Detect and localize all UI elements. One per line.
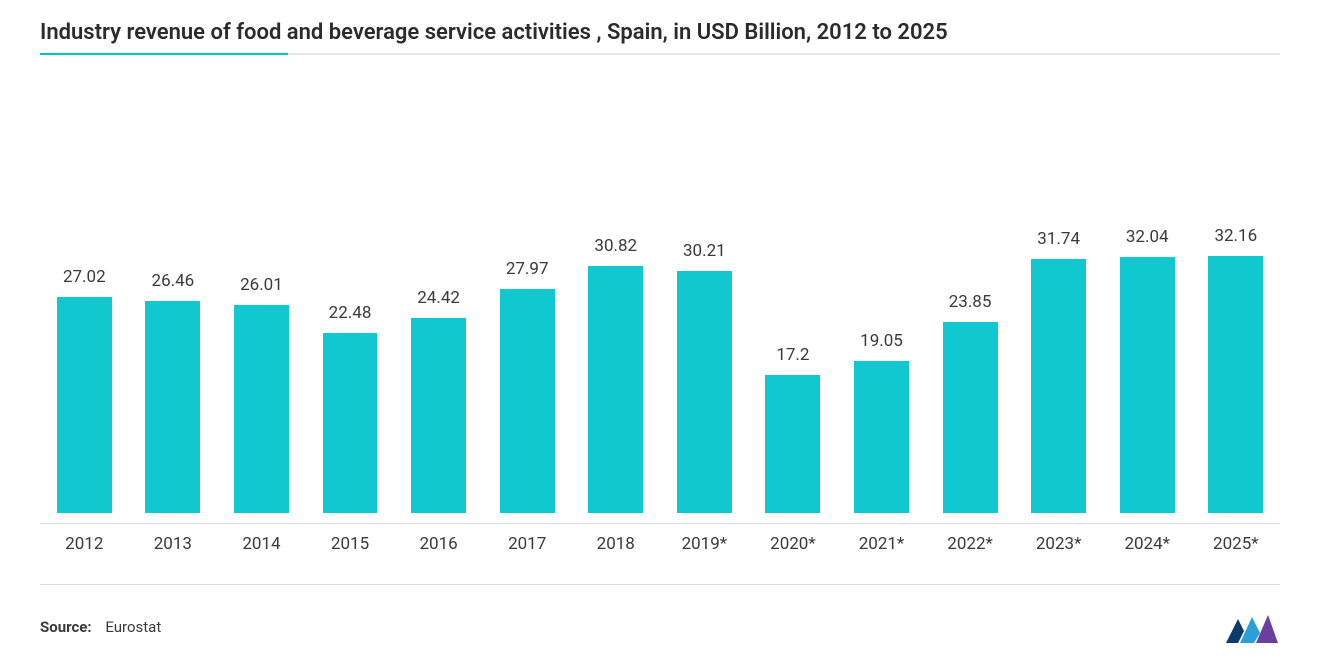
bar xyxy=(677,271,732,513)
bar xyxy=(500,289,555,513)
bar-value-label: 30.21 xyxy=(683,241,726,261)
bar-group: 27.97 xyxy=(483,135,572,513)
x-axis-label: 2025* xyxy=(1192,534,1281,554)
bar xyxy=(234,305,289,513)
bar-group: 32.16 xyxy=(1192,135,1281,513)
bar-group: 19.05 xyxy=(837,135,926,513)
x-axis-label: 2020* xyxy=(749,534,838,554)
chart-title: Industry revenue of food and beverage se… xyxy=(40,20,1280,45)
x-axis-label: 2016 xyxy=(394,534,483,554)
bar-value-label: 27.02 xyxy=(63,267,106,287)
bar-value-label: 27.97 xyxy=(506,259,549,279)
bar-value-label: 19.05 xyxy=(860,331,903,351)
brand-logo-icon xyxy=(1224,609,1280,645)
bar-group: 30.82 xyxy=(571,135,660,513)
bar xyxy=(943,322,998,513)
bar-group: 27.02 xyxy=(40,135,129,513)
x-axis-label: 2017 xyxy=(483,534,572,554)
bar xyxy=(323,333,378,513)
bar-value-label: 17.2 xyxy=(776,345,809,365)
bar-chart-region: 27.02 26.46 26.01 22.48 24.42 27.97 30.82 30.21… xyxy=(40,75,1280,524)
bar-value-label: 23.85 xyxy=(949,292,992,312)
bar-group: 30.21 xyxy=(660,135,749,513)
bar-value-label: 32.16 xyxy=(1214,226,1257,246)
bar xyxy=(765,375,820,513)
bar-value-label: 26.01 xyxy=(240,275,283,295)
x-axis: 20122013201420152016201720182019*2020*20… xyxy=(40,534,1280,554)
bar-group: 17.2 xyxy=(749,135,838,513)
chart-footer: Source: Eurostat xyxy=(40,599,1280,645)
bar-group: 24.42 xyxy=(394,135,483,513)
x-axis-label: 2015 xyxy=(306,534,395,554)
x-axis-label: 2014 xyxy=(217,534,306,554)
bar-value-label: 32.04 xyxy=(1126,227,1169,247)
bar-value-label: 30.82 xyxy=(594,236,637,256)
bar xyxy=(57,297,112,513)
bar-group: 22.48 xyxy=(306,135,395,513)
bar xyxy=(588,266,643,513)
x-axis-label: 2021* xyxy=(837,534,926,554)
bar-value-label: 22.48 xyxy=(329,303,372,323)
source-value: Eurostat xyxy=(105,618,161,636)
x-axis-label: 2024* xyxy=(1103,534,1192,554)
x-axis-label: 2012 xyxy=(40,534,129,554)
x-axis-label: 2023* xyxy=(1014,534,1103,554)
bar-value-label: 26.46 xyxy=(152,271,195,291)
bar xyxy=(854,361,909,513)
x-axis-label: 2013 xyxy=(129,534,218,554)
bar-value-label: 24.42 xyxy=(417,288,460,308)
bar-group: 23.85 xyxy=(926,135,1015,513)
bar-value-label: 31.74 xyxy=(1037,229,1080,249)
x-axis-label: 2019* xyxy=(660,534,749,554)
bar xyxy=(411,318,466,513)
footer-divider xyxy=(40,584,1280,585)
chart-container: Industry revenue of food and beverage se… xyxy=(0,0,1320,665)
bar-group: 32.04 xyxy=(1103,135,1192,513)
title-underline xyxy=(40,53,1280,55)
x-axis-label: 2022* xyxy=(926,534,1015,554)
bar xyxy=(1208,256,1263,513)
bar-group: 31.74 xyxy=(1014,135,1103,513)
source-attribution: Source: Eurostat xyxy=(40,618,161,636)
x-axis-label: 2018 xyxy=(571,534,660,554)
bar-group: 26.01 xyxy=(217,135,306,513)
bar xyxy=(145,301,200,513)
source-label: Source: xyxy=(40,618,92,636)
bar-group: 26.46 xyxy=(129,135,218,513)
bar xyxy=(1120,257,1175,513)
bar xyxy=(1031,259,1086,513)
